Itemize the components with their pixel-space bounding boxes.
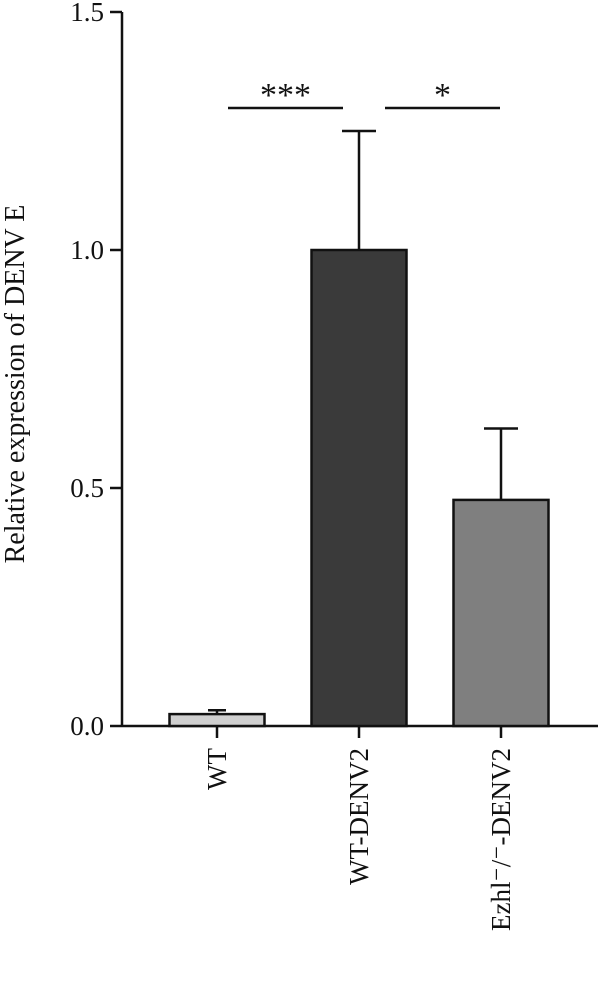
x-tick-label: WT-DENV2 [344, 748, 374, 885]
y-tick-label: 1.0 [70, 235, 104, 265]
y-tick-label: 1.5 [70, 0, 104, 27]
axis-labels: WT WT-DENV2 Ezhl⁻/⁻-DENV2 [202, 748, 516, 931]
bar-1 [310, 248, 408, 728]
x-tick-label: Ezhl⁻/⁻-DENV2 [486, 748, 516, 931]
y-axis-label: Relative expression of DENV E [0, 205, 31, 564]
y-tick-label: 0.0 [70, 711, 104, 741]
bars [168, 248, 550, 728]
bar-0 [168, 712, 266, 728]
significance-annotations: *** * [228, 77, 500, 114]
y-tick-label: 0.5 [70, 473, 104, 503]
significance-label-1: * [434, 77, 451, 114]
error-bars [208, 129, 518, 715]
significance-label-0: *** [260, 77, 311, 114]
x-tick-label: WT [202, 748, 232, 790]
bar-2 [452, 498, 550, 728]
